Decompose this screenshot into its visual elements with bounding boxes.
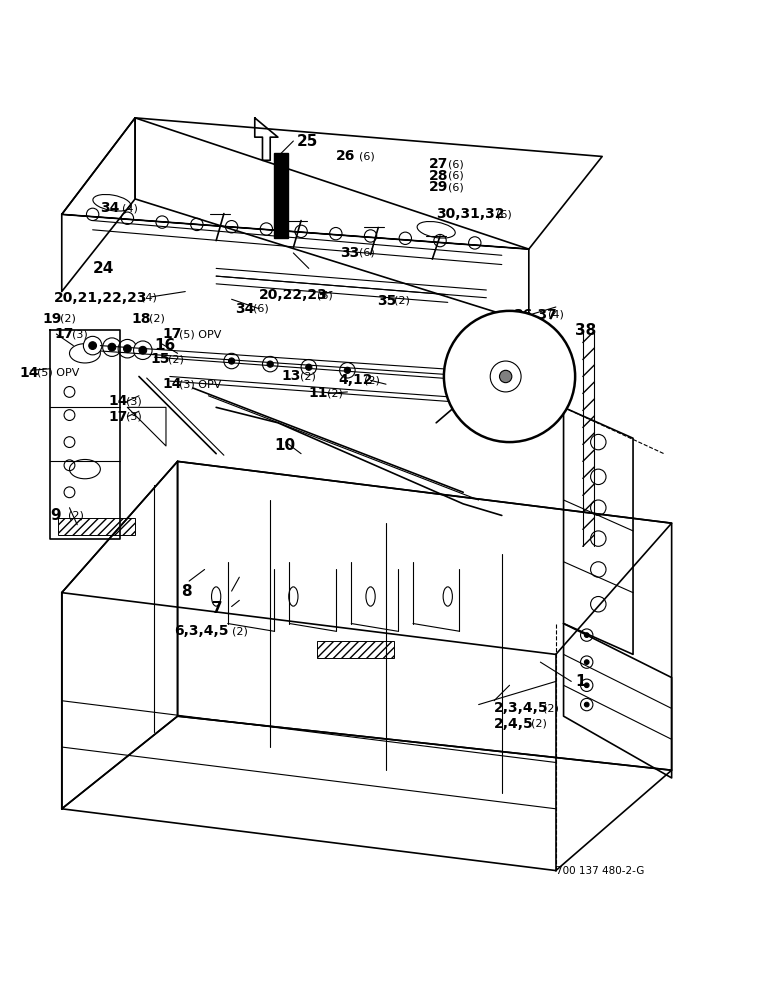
Text: 38: 38: [575, 323, 597, 338]
Text: (6): (6): [519, 356, 534, 366]
Text: 34: 34: [235, 302, 255, 316]
Circle shape: [89, 342, 96, 349]
Text: 10: 10: [274, 438, 295, 453]
Text: 28: 28: [428, 169, 448, 183]
Text: 25: 25: [297, 134, 319, 149]
Text: (6): (6): [519, 388, 534, 398]
Text: 14: 14: [19, 366, 39, 380]
Text: 17: 17: [108, 410, 127, 424]
Bar: [58, 518, 135, 535]
Text: 36,37: 36,37: [513, 308, 557, 322]
Circle shape: [584, 702, 589, 707]
Text: (2): (2): [394, 296, 411, 306]
Circle shape: [262, 356, 278, 372]
Text: 1: 1: [575, 674, 586, 689]
Circle shape: [108, 343, 116, 351]
Circle shape: [306, 364, 312, 370]
Text: 18: 18: [131, 312, 151, 326]
Circle shape: [344, 367, 350, 373]
Text: (3): (3): [126, 412, 141, 422]
Text: 19: 19: [42, 312, 62, 326]
Circle shape: [584, 660, 589, 664]
Text: 700 137 480-2-G: 700 137 480-2-G: [556, 866, 644, 876]
Circle shape: [267, 361, 273, 367]
Circle shape: [301, 359, 317, 375]
Text: (2): (2): [168, 354, 185, 364]
Text: (2): (2): [68, 510, 84, 520]
Text: (6): (6): [448, 171, 463, 181]
Text: 40: 40: [498, 369, 520, 384]
Circle shape: [103, 338, 121, 356]
Text: 20,22,23: 20,22,23: [259, 288, 327, 302]
Text: (2): (2): [300, 371, 316, 381]
Text: 8: 8: [181, 584, 192, 599]
Text: 2,4,5: 2,4,5: [494, 717, 533, 731]
Text: 30,31,32: 30,31,32: [436, 207, 505, 221]
Circle shape: [229, 358, 235, 364]
Text: 14: 14: [162, 377, 181, 391]
Text: (6): (6): [359, 248, 374, 258]
Text: 13: 13: [282, 369, 301, 383]
Text: 41: 41: [498, 386, 519, 401]
Text: 17: 17: [162, 327, 181, 341]
Text: (2): (2): [60, 314, 76, 324]
Text: 26: 26: [336, 149, 355, 163]
Text: (2): (2): [364, 375, 381, 385]
Circle shape: [444, 311, 575, 442]
Text: 15: 15: [151, 352, 170, 366]
Circle shape: [224, 353, 239, 369]
Text: 39: 39: [498, 354, 520, 369]
Text: (2): (2): [531, 719, 547, 729]
Text: (2): (2): [543, 703, 559, 713]
Text: 35: 35: [377, 294, 396, 308]
Text: 7: 7: [212, 601, 223, 616]
Circle shape: [134, 341, 152, 359]
Circle shape: [139, 346, 147, 354]
Text: (4): (4): [548, 310, 564, 320]
Bar: [274, 153, 288, 238]
Bar: [317, 641, 394, 658]
Text: (3): (3): [126, 396, 141, 406]
Text: (4): (4): [141, 293, 157, 303]
Text: (2): (2): [327, 388, 343, 398]
Text: 4,12: 4,12: [338, 373, 373, 387]
Text: (3) OPV: (3) OPV: [179, 379, 222, 389]
Text: 34: 34: [100, 201, 120, 215]
Text: 17: 17: [54, 327, 73, 341]
Text: (6): (6): [496, 209, 511, 219]
Text: 6,3,4,5: 6,3,4,5: [174, 624, 229, 638]
Text: (2): (2): [232, 626, 248, 636]
Text: (5) OPV: (5) OPV: [179, 329, 222, 339]
Text: 2,3,4,5: 2,3,4,5: [494, 701, 549, 715]
Text: 16: 16: [154, 338, 176, 353]
Circle shape: [584, 633, 589, 637]
Text: (6): (6): [317, 290, 332, 300]
Text: 20,21,22,23: 20,21,22,23: [54, 291, 147, 305]
Text: (6): (6): [448, 182, 463, 192]
Text: 9: 9: [50, 508, 61, 523]
Circle shape: [118, 339, 137, 358]
Text: 33: 33: [340, 246, 359, 260]
Circle shape: [499, 370, 512, 383]
Text: 27: 27: [428, 157, 448, 171]
Circle shape: [340, 363, 355, 378]
Text: (6): (6): [448, 159, 463, 169]
Circle shape: [584, 683, 589, 688]
Text: (4): (4): [122, 203, 138, 213]
Text: (5) OPV: (5) OPV: [37, 368, 80, 378]
Text: 24: 24: [93, 261, 114, 276]
Text: 11: 11: [309, 386, 328, 400]
Text: (6): (6): [519, 371, 534, 381]
Circle shape: [124, 345, 131, 353]
Text: (2): (2): [149, 314, 165, 324]
Text: 14: 14: [108, 394, 127, 408]
Text: (3): (3): [72, 329, 87, 339]
Text: (6): (6): [253, 304, 269, 314]
Text: (6): (6): [359, 151, 374, 161]
Text: 29: 29: [428, 180, 448, 194]
Circle shape: [83, 336, 102, 355]
